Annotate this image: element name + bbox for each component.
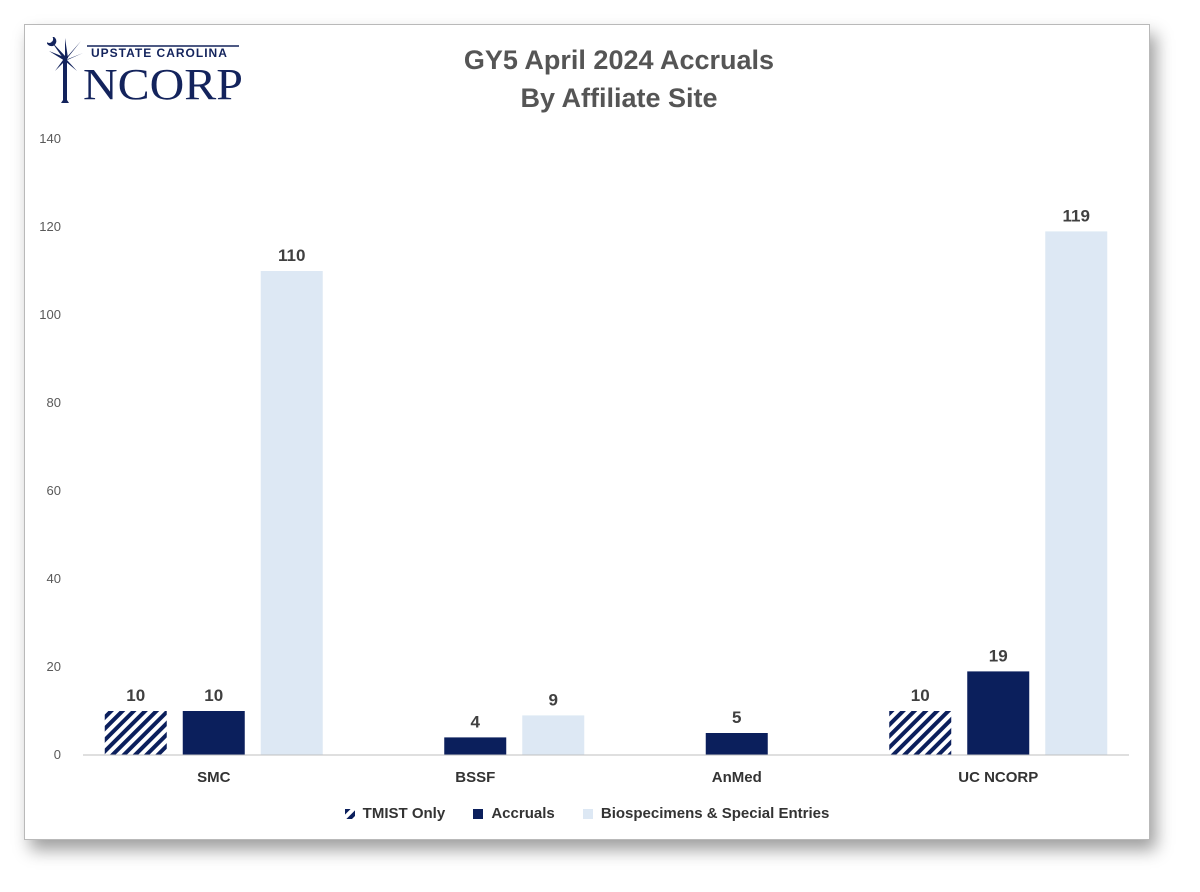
legend-item-biospecimens: Biospecimens & Special Entries bbox=[582, 805, 830, 822]
data-label: 10 bbox=[911, 686, 930, 705]
crescent-icon bbox=[47, 37, 57, 47]
legend-swatch-tmist bbox=[344, 808, 355, 819]
legend-label-tmist: TMIST Only bbox=[362, 805, 446, 822]
bar-smc-series-1 bbox=[182, 711, 245, 755]
y-tick-label: 100 bbox=[39, 307, 61, 322]
y-tick-label: 140 bbox=[39, 131, 61, 146]
data-label: 10 bbox=[204, 686, 223, 705]
data-label: 4 bbox=[471, 712, 481, 731]
palmetto-tree-icon bbox=[49, 38, 83, 103]
data-label: 110 bbox=[278, 246, 305, 265]
chart-title: GY5 April 2024 Accruals bbox=[463, 45, 775, 75]
bar-anmed-series-1 bbox=[705, 733, 768, 755]
y-tick-label: 60 bbox=[47, 483, 61, 498]
data-label: 9 bbox=[549, 690, 558, 709]
legend: TMIST Only Accruals Biospecimens & Speci… bbox=[25, 805, 1149, 823]
x-tick-label: AnMed bbox=[712, 769, 762, 786]
y-tick-label: 20 bbox=[47, 659, 61, 674]
x-tick-label: BSSF bbox=[455, 769, 495, 786]
bar-bssf-series-2 bbox=[522, 715, 585, 755]
data-label: 19 bbox=[989, 646, 1008, 665]
legend-label-biospecimens: Biospecimens & Special Entries bbox=[600, 805, 830, 822]
bar-smc-series-0 bbox=[104, 711, 167, 755]
chart-plot-area: 0 20 40 60 80 100 120 140 10 10 110 4 9 5 10 19 119 SMC… bbox=[39, 131, 1129, 786]
legend-swatch-biospecimens bbox=[582, 808, 593, 819]
bars: 10 10 110 4 9 5 10 19 119 bbox=[104, 206, 1108, 755]
x-tick-label: SMC bbox=[197, 769, 231, 786]
legend-swatch-accruals bbox=[473, 808, 484, 819]
logo-top-text: UPSTATE CAROLINA bbox=[91, 46, 228, 60]
legend-label-accruals: Accruals bbox=[491, 805, 555, 822]
data-label: 10 bbox=[126, 686, 145, 705]
logo-main-text: NCORP bbox=[83, 60, 243, 107]
chart-frame: UPSTATE CAROLINA NCORP GY5 April 2024 Ac… bbox=[24, 24, 1150, 840]
legend-item-accruals: Accruals bbox=[473, 805, 555, 822]
data-label: 5 bbox=[732, 708, 741, 727]
y-tick-label: 120 bbox=[39, 219, 61, 234]
x-axis: SMC BSSF AnMed UC NCORP bbox=[83, 754, 1129, 786]
bar-uc-ncorp-series-1 bbox=[967, 671, 1030, 755]
y-tick-label: 0 bbox=[54, 747, 61, 762]
y-tick-label: 80 bbox=[47, 395, 61, 410]
bar-smc-series-2 bbox=[260, 271, 323, 755]
y-tick-label: 40 bbox=[47, 571, 61, 586]
chart-subtitle: By Affiliate Site bbox=[520, 83, 718, 113]
x-tick-label: UC NCORP bbox=[958, 769, 1038, 786]
data-label: 119 bbox=[1063, 206, 1090, 225]
bar-uc-ncorp-series-0 bbox=[889, 711, 952, 755]
bar-bssf-series-1 bbox=[444, 737, 507, 755]
y-axis: 0 20 40 60 80 100 120 140 bbox=[39, 131, 61, 762]
ncorp-logo: UPSTATE CAROLINA NCORP bbox=[47, 37, 243, 107]
legend-item-tmist: TMIST Only bbox=[344, 805, 446, 822]
bar-uc-ncorp-series-2 bbox=[1045, 231, 1108, 755]
